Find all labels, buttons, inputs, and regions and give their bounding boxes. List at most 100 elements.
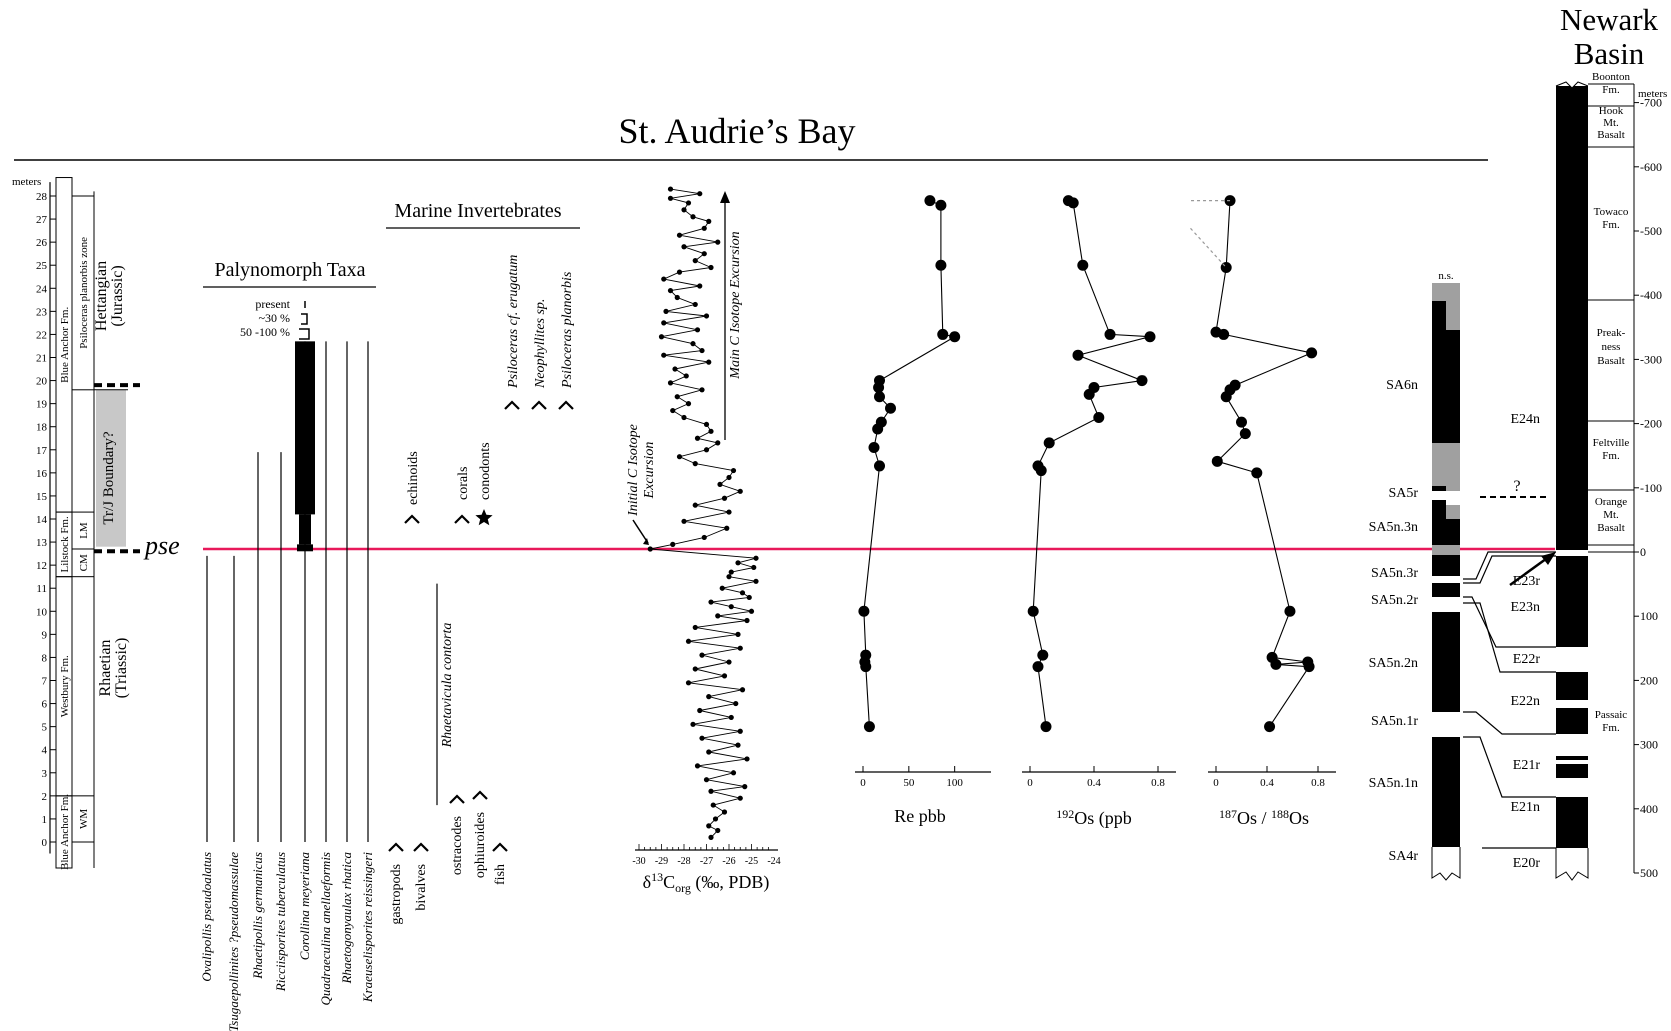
sab-chron-label: SA6n (1386, 378, 1418, 393)
isotope-point (737, 645, 743, 651)
newark-reversed-interval (1556, 647, 1588, 672)
sab-chron-label: SA5n.3r (1371, 566, 1418, 581)
isotope-point (667, 186, 674, 192)
depth-tick-label: 28 (36, 191, 48, 203)
isotope-point (712, 816, 719, 822)
isotope-point (692, 461, 698, 467)
os187-dashed-link (1190, 200, 1231, 268)
newark-formation-label: Fm. (1602, 722, 1620, 734)
isotope-point (661, 276, 667, 282)
data-point (1229, 379, 1241, 391)
newark-column: BoontonFm.HookMt.BasaltTowacoFm.Preak-ne… (1463, 71, 1667, 881)
newark-chron-label: E23n (1510, 600, 1540, 615)
isotope-point (726, 659, 732, 665)
isotope-point (670, 407, 676, 414)
formation-label: Lilstock Fm. (59, 516, 71, 572)
newark-formation-label: Towaco (1594, 206, 1629, 218)
isotope-point (692, 666, 698, 672)
legend-50pct-mark (299, 328, 310, 340)
isotope-point (703, 421, 710, 428)
data-series-line (1215, 200, 1314, 727)
corollina-50-100-bar (295, 341, 315, 515)
sab-chron-label: SA5n.1n (1369, 776, 1418, 791)
isotope-point (667, 380, 674, 386)
isotope-point (692, 301, 698, 308)
newark-formation-label: ness (1602, 341, 1621, 353)
depth-tick-label: 18 (36, 422, 48, 434)
depth-tick-label: 15 (36, 491, 48, 503)
invertebrate-markers: gastropods bivalves ostracodes ophiuroides f… (388, 255, 575, 925)
taxon-first-occurrence-marker (449, 794, 465, 804)
newark-meters-label: meters (1638, 88, 1667, 100)
tr-j-boundary-label: Tr/J Boundary? (101, 431, 117, 525)
correlation-line (1463, 736, 1556, 798)
isotope-point (706, 749, 712, 755)
tr-j-boundary-box (96, 389, 126, 547)
data-point (937, 328, 949, 340)
data-point (1062, 195, 1074, 207)
depth-tick-label: 16 (36, 468, 48, 480)
isotope-point (721, 495, 728, 501)
data-point (1136, 375, 1148, 387)
isotope-point (685, 680, 692, 686)
invert-label: gastropods (389, 864, 404, 925)
data-point (1306, 347, 1318, 359)
data-point (1104, 328, 1116, 340)
isotope-point (690, 721, 696, 727)
main-excursion-arrowhead (720, 191, 730, 203)
data-point (858, 605, 870, 617)
x-tick-label: 0.4 (1260, 777, 1274, 789)
data-point (874, 391, 885, 403)
depth-tick-label: 27 (36, 214, 48, 226)
rhaetavicula-label: Rhaetavicula contorta (440, 623, 455, 749)
isotope-point (737, 488, 743, 494)
palynomorph-header: Palynomorph Taxa (215, 259, 366, 281)
initial-excursion-arrowhead (643, 538, 649, 545)
sab-chron-label: SA5n.1r (1371, 714, 1418, 729)
newark-formation-label: Mt. (1603, 509, 1619, 521)
depth-tick-label: 6 (42, 699, 48, 711)
reversed-interval (1432, 491, 1460, 500)
isotope-point (699, 347, 705, 354)
isotope-point (692, 502, 698, 508)
ammonite-marker (504, 400, 520, 410)
newark-formation-label: Preak- (1597, 327, 1626, 339)
initial-excursion-label-1: Initial C Isotope (626, 424, 641, 517)
taxon-name: Corollina meyeriana (297, 852, 312, 961)
newark-tick-label: -100 (1640, 481, 1662, 495)
isotope-point (708, 599, 714, 605)
data-point (874, 375, 885, 387)
newark-tick-label: 0 (1640, 545, 1646, 559)
x-tick-label: 50 (903, 777, 915, 789)
taxon-first-occurrence-marker (492, 842, 508, 852)
no-sample-interval (1432, 283, 1460, 301)
taxon-first-occurrence-marker (413, 842, 429, 852)
data-point (875, 416, 887, 428)
sab-chron-label: SA4r (1388, 849, 1418, 864)
isotope-point (681, 207, 687, 213)
isotope-point (697, 283, 703, 289)
isotope-point (733, 700, 739, 707)
invert-label: echinoids (406, 451, 421, 505)
newark-reversed-interval (1556, 734, 1588, 756)
reversed-interval (1432, 576, 1460, 583)
newark-formation-label: Feltville (1593, 437, 1630, 449)
data-point (1266, 651, 1278, 663)
column-break (1431, 847, 1461, 881)
depth-tick-label: 20 (36, 376, 48, 388)
title: St. Audrie’s Bay (618, 111, 855, 151)
reversed-interval (1432, 597, 1460, 612)
depth-tick-label: 4 (42, 745, 48, 757)
data-point (1144, 331, 1156, 343)
correlation-line (1463, 602, 1556, 673)
invert-label: ostracodes (450, 816, 465, 875)
isotope-point (676, 269, 683, 275)
data-point (1210, 326, 1222, 338)
x-tick-label: 0 (1213, 777, 1219, 789)
no-sample-interval (1432, 545, 1460, 555)
sab-chron-label: SA5n.3n (1369, 520, 1418, 535)
depth-tick-label: 19 (36, 399, 48, 411)
polarity-column (1432, 283, 1460, 849)
data-point (1037, 649, 1049, 661)
sab-magnetostratigraphy: n.s. SA6n SA5r SA5n.3n SA5n.3r SA5n.2r SA5n.2n… (1369, 270, 1461, 881)
